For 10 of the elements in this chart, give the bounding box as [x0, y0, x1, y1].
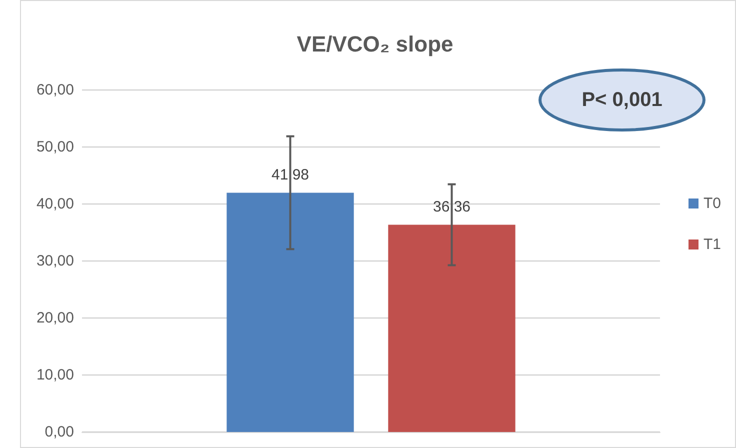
y-tick-label: 50,00 — [36, 138, 74, 156]
y-tick-label: 60,00 — [36, 82, 74, 98]
legend-label: T1 — [703, 236, 722, 253]
y-tick-label: 40,00 — [36, 196, 74, 212]
legend-label: T0 — [703, 195, 722, 212]
y-tick-label: 30,00 — [36, 252, 74, 270]
y-tick-label: 20,00 — [36, 310, 74, 326]
y-tick-label: 0,00 — [44, 424, 74, 440]
y-tick-label: 10,00 — [36, 366, 74, 384]
chart-title: VE/VCO₂ slope — [296, 32, 454, 56]
